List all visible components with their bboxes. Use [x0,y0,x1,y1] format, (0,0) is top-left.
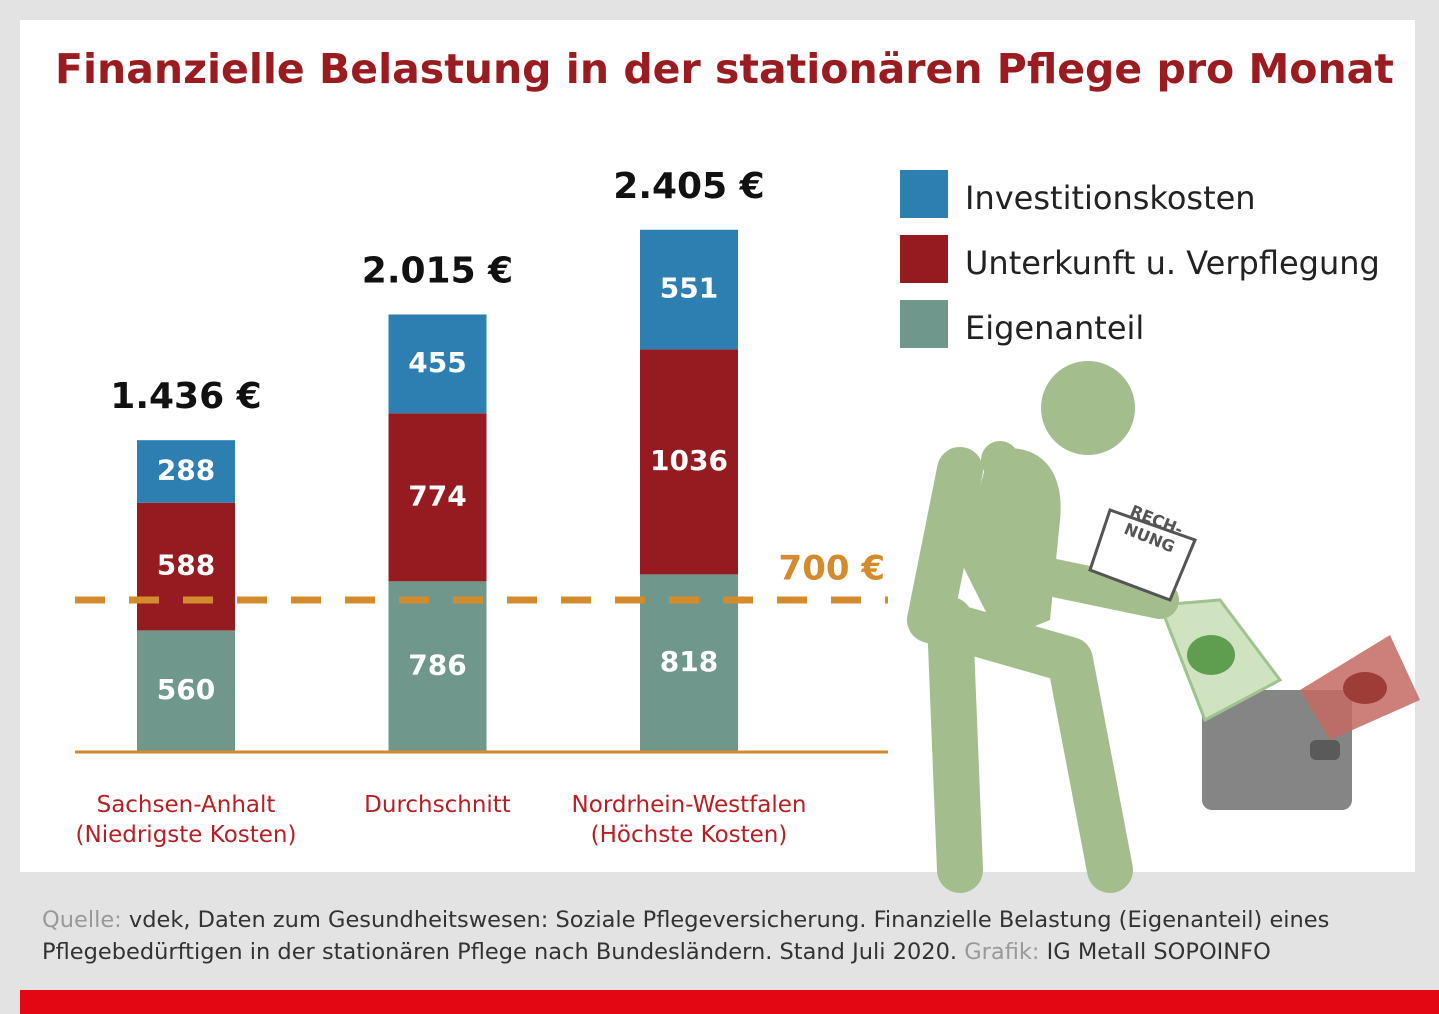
value-label: 1036 [650,444,728,477]
bar-segment [640,229,738,350]
chart-title: Finanzielle Belastung in der stationären… [55,45,1394,93]
value-label: 588 [157,549,215,582]
credit: IG Metall SOPOINFO [1046,939,1271,965]
x-tick-label: Nordrhein-Westfalen (Höchste Kosten) [571,792,807,848]
value-label: 560 [157,673,215,706]
source-label: Quelle: [42,907,122,933]
total-label: 2.405 € [613,166,764,207]
x-tick-label: Sachsen-Anhalt (Niedrigste Kosten) [75,792,297,848]
value-label: 774 [408,479,466,512]
credit-label: Grafik: [964,939,1040,965]
legend-label: Unterkunft u. Verpflegung [965,244,1380,282]
value-label: 455 [408,346,466,379]
source-text: vdek, Daten zum Gesundheitswesen: Sozial… [42,907,1330,965]
bar-segment [640,574,738,752]
total-label: 2.015 € [362,250,513,291]
legend-swatch [900,170,948,218]
value-label: 288 [157,453,215,486]
bar-segment [137,440,235,503]
illustration [907,361,1420,893]
bar-segment [388,413,487,582]
legend-label: Eigenanteil [965,309,1144,347]
legend-swatch [900,235,948,283]
legend-swatch [900,300,948,348]
source-note: Quelle: vdek, Daten zum Gesundheitswesen… [42,904,1412,968]
bar-segment [640,349,738,575]
x-tick-label: Durchschnitt [364,792,511,818]
value-label: 818 [660,645,718,678]
bar-segment [137,630,235,752]
footer-bar [20,990,1439,1014]
value-label: 786 [408,649,466,682]
bar-segment [137,502,235,631]
total-label: 1.436 € [110,376,261,417]
bar-segment [388,314,487,414]
legend-label: Investitionskosten [965,179,1256,217]
value-label: 551 [660,272,718,305]
bar-segment [388,581,487,752]
reference-label: 700 € [779,549,885,589]
